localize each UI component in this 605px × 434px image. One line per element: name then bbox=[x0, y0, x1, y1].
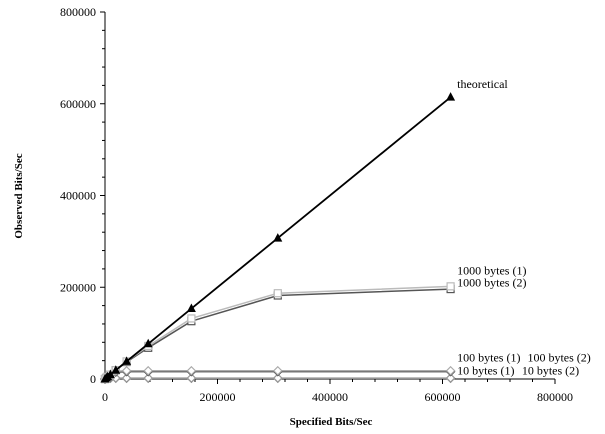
data-point bbox=[187, 314, 196, 323]
series-label: 10 bytes (2) bbox=[522, 363, 579, 377]
x-axis: 0 200000 400000 600000 800000 bbox=[102, 378, 573, 404]
x-tick-label: 600000 bbox=[425, 390, 461, 404]
series-label: 100 bytes (1) bbox=[457, 351, 520, 365]
series-labels: theoretical 1000 bytes (1)1000 bytes (2) 1… bbox=[457, 77, 591, 377]
y-axis-ticks: 0 200000 400000 600000 800000 bbox=[60, 5, 105, 386]
series-label: 100 bytes (2) bbox=[527, 351, 590, 365]
data-point bbox=[121, 365, 132, 376]
data-point bbox=[272, 373, 283, 383]
y-tick-label: 400000 bbox=[60, 189, 96, 203]
data-point bbox=[111, 365, 121, 374]
x-axis-title: Specified Bits/Sec bbox=[290, 416, 373, 428]
x-tick-label: 0 bbox=[102, 390, 108, 404]
data-point bbox=[273, 233, 283, 242]
series-label: 1000 bytes (2) bbox=[457, 275, 526, 289]
series-label: 1000 bytes (1) bbox=[457, 263, 526, 277]
data-point bbox=[121, 373, 132, 383]
data-point bbox=[273, 289, 282, 298]
series-label: 10 bytes (1) bbox=[457, 363, 514, 377]
data-point bbox=[445, 365, 456, 376]
y-tick-label: 0 bbox=[90, 372, 96, 386]
data-point bbox=[445, 373, 456, 383]
data-point bbox=[446, 282, 455, 291]
x-tick-label: 200000 bbox=[200, 390, 236, 404]
y-axis: 0 200000 400000 600000 800000 bbox=[60, 5, 106, 386]
series-theoretical bbox=[100, 92, 456, 383]
series-label: theoretical bbox=[457, 77, 508, 91]
series-layer bbox=[100, 92, 456, 384]
data-point bbox=[186, 303, 196, 313]
data-point bbox=[143, 365, 154, 376]
data-point bbox=[143, 373, 154, 383]
data-point bbox=[186, 365, 197, 376]
x-tick-label: 400000 bbox=[312, 390, 348, 404]
series-line bbox=[104, 285, 451, 380]
data-point bbox=[186, 373, 197, 383]
data-point bbox=[105, 369, 115, 379]
x-axis-ticks: 0 200000 400000 600000 800000 bbox=[102, 379, 573, 404]
y-tick-label: 800000 bbox=[60, 5, 96, 19]
data-point bbox=[122, 356, 132, 365]
y-tick-label: 200000 bbox=[60, 280, 96, 294]
data-point bbox=[446, 92, 456, 101]
series-line bbox=[104, 288, 451, 380]
y-tick-label: 600000 bbox=[60, 97, 96, 111]
y-axis-title: Observed Bits/Sec bbox=[13, 153, 25, 238]
data-point bbox=[143, 338, 153, 348]
data-point bbox=[272, 365, 283, 376]
x-tick-label: 800000 bbox=[537, 390, 573, 404]
